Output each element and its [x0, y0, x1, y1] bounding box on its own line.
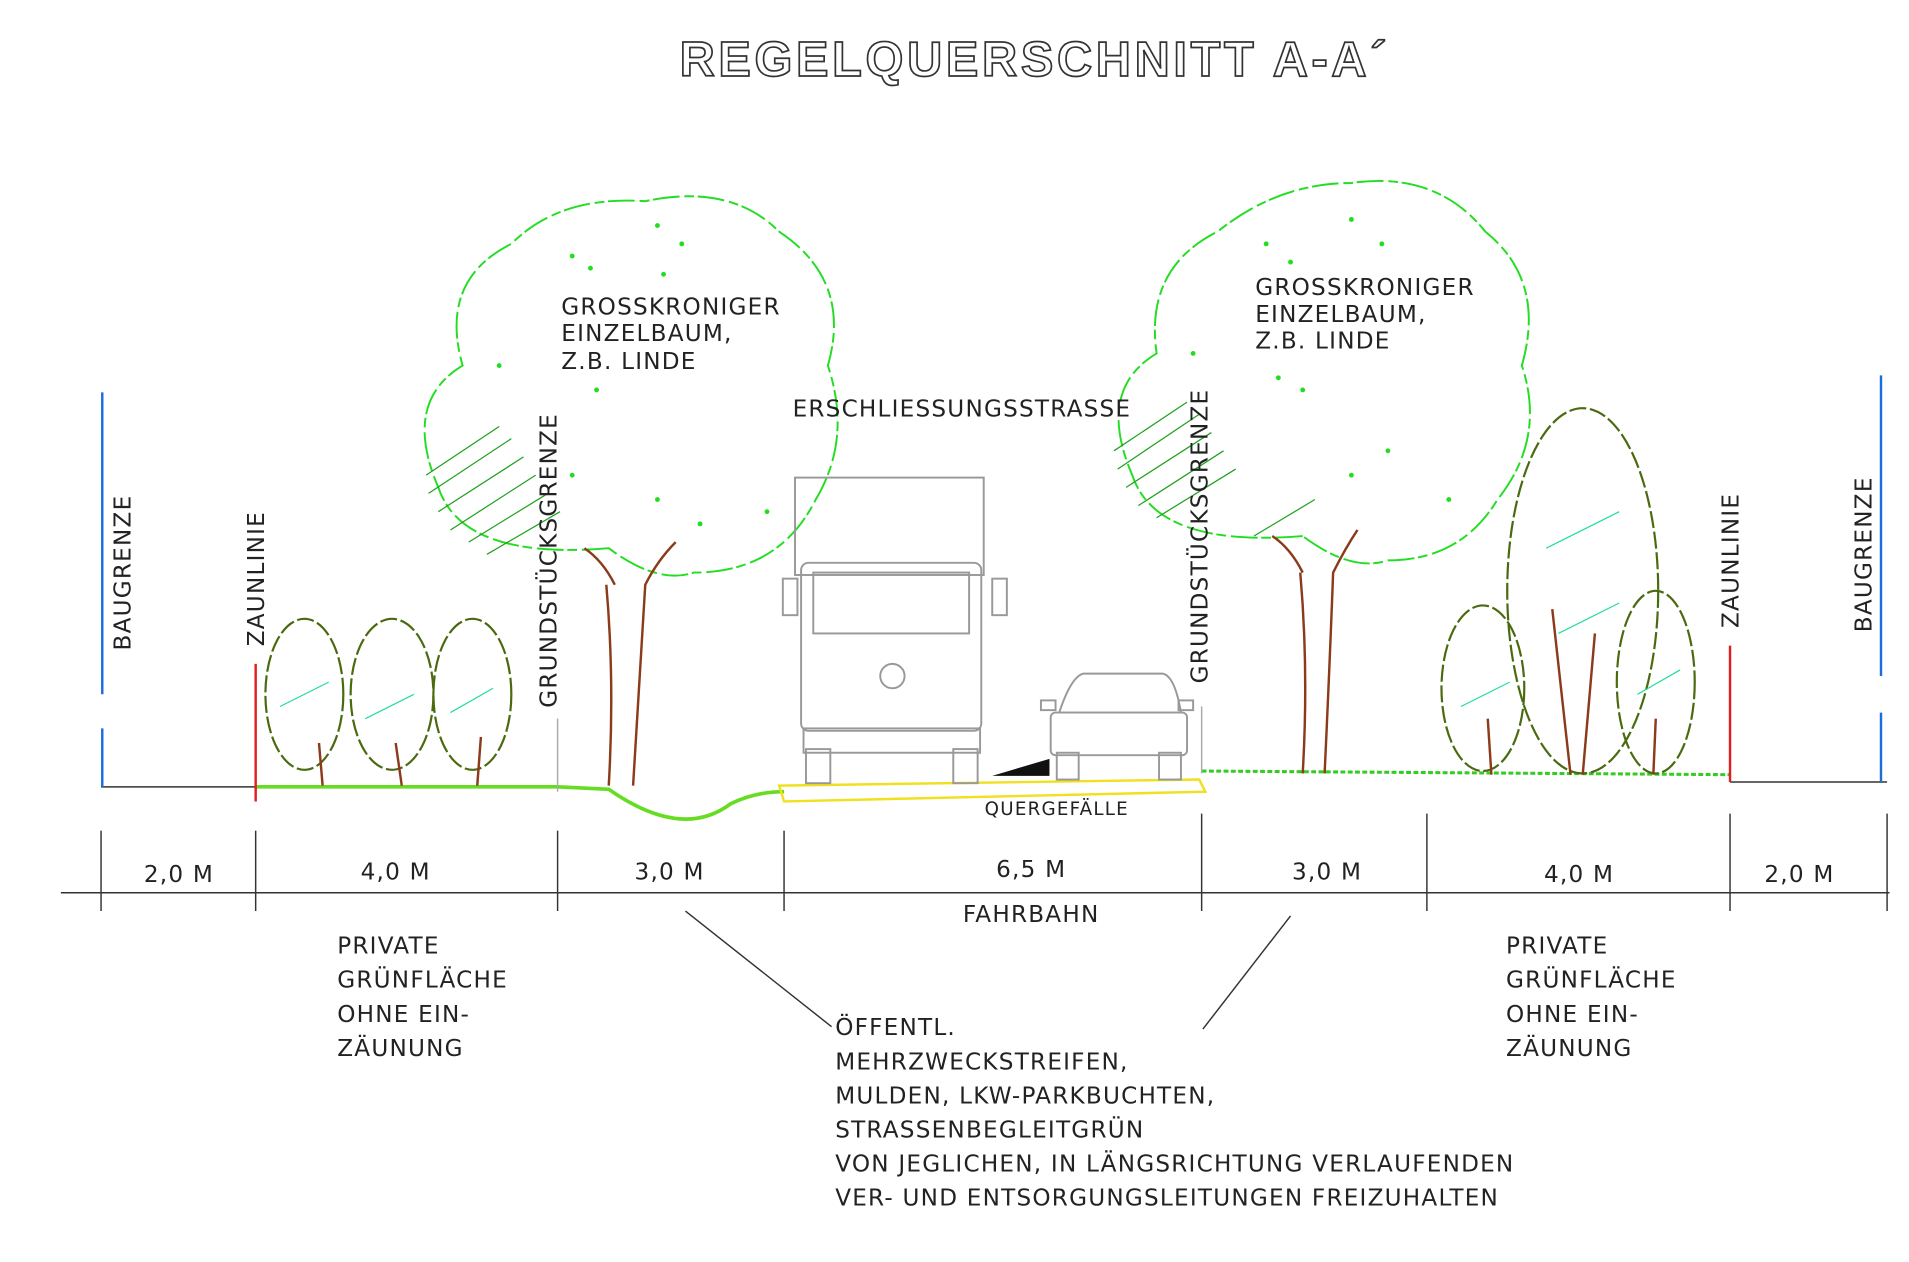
- dimension-label: 3,0 M: [635, 859, 705, 885]
- slope-label: QUERGEFÄLLE: [985, 799, 1129, 820]
- carriageway-label: FAHRBAHN: [963, 902, 1100, 928]
- note-line: ÖFFENTL.: [835, 1013, 956, 1041]
- note-line: STRASSENBEGLEITGRÜN: [835, 1115, 1144, 1143]
- dimension-label: 2,0 M: [144, 862, 214, 888]
- note-line: OHNE EIN-: [1506, 1002, 1639, 1028]
- dimension-label: 3,0 M: [1292, 859, 1362, 885]
- note-line: OHNE EIN-: [337, 1002, 470, 1028]
- note-line: VON JEGLICHEN, IN LÄNGSRICHTUNG VERLAUFE…: [835, 1150, 1514, 1178]
- drawing-title: REGELQUERSCHNITT A-A´: [680, 33, 1391, 87]
- tree-label: GROSSKRONIGER: [1255, 275, 1475, 301]
- tree-label: EINZELBAUM,: [561, 321, 732, 347]
- note-line: GRÜNFLÄCHE: [1506, 966, 1677, 994]
- vertical-label: ZAUNLINIE: [1719, 493, 1745, 628]
- dimension-label: 4,0 M: [361, 859, 431, 885]
- note-line: PRIVATE: [337, 934, 439, 960]
- dimension-label: 4,0 M: [1544, 862, 1614, 888]
- tree-label: EINZELBAUM,: [1255, 302, 1426, 328]
- dimension-label: 6,5 M: [996, 857, 1066, 883]
- note-line: GRÜNFLÄCHE: [337, 966, 508, 994]
- cross-section-drawing: REGELQUERSCHNITT A-A´: [0, 0, 1909, 1262]
- dimension-label: 2,0 M: [1764, 862, 1834, 888]
- note-line: ZÄUNUNG: [1506, 1034, 1633, 1062]
- vertical-label: GRUNDSTÜCKSGRENZE: [1186, 389, 1214, 684]
- vertical-label: BAUGRENZE: [110, 495, 136, 651]
- vertical-label: ZAUNLINIE: [244, 511, 270, 646]
- tree-label: Z.B. LINDE: [561, 349, 696, 375]
- note-line: VER- UND ENTSORGUNGSLEITUNGEN FREIZUHALT…: [835, 1186, 1499, 1212]
- note-line: MULDEN, LKW-PARKBUCHTEN,: [835, 1083, 1215, 1109]
- vertical-label: BAUGRENZE: [1851, 476, 1877, 632]
- tree-label: GROSSKRONIGER: [561, 294, 781, 320]
- vertical-label: GRUNDSTÜCKSGRENZE: [534, 413, 562, 708]
- road-label: ERSCHLIESSUNGSSTRASSE: [793, 397, 1132, 423]
- note-line: MEHRZWECKSTREIFEN,: [835, 1049, 1128, 1075]
- tree-label: Z.B. LINDE: [1255, 329, 1390, 355]
- note-line: PRIVATE: [1506, 934, 1608, 960]
- note-line: ZÄUNUNG: [337, 1034, 464, 1062]
